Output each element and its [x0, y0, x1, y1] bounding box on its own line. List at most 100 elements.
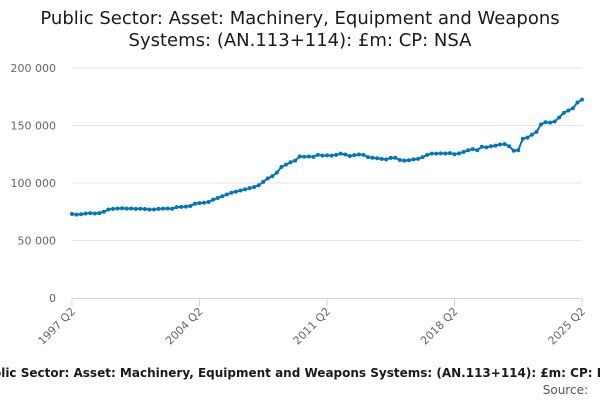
data-point — [511, 148, 516, 153]
data-point — [443, 151, 448, 156]
data-point — [570, 106, 575, 111]
data-point — [575, 100, 580, 105]
data-point — [438, 151, 443, 156]
data-point — [170, 206, 175, 211]
data-point — [580, 97, 584, 102]
data-point — [347, 153, 352, 158]
data-point — [302, 154, 307, 159]
data-point — [329, 153, 334, 158]
data-point — [270, 174, 275, 179]
data-point — [256, 183, 261, 188]
data-point — [156, 206, 161, 211]
data-point — [397, 158, 402, 162]
data-point — [138, 206, 143, 211]
data-point — [466, 148, 471, 153]
data-point — [452, 152, 457, 157]
data-point — [420, 155, 425, 160]
data-point — [142, 206, 147, 211]
data-point — [457, 151, 462, 156]
data-point — [534, 129, 539, 134]
data-point — [311, 154, 316, 159]
data-point — [165, 206, 170, 211]
x-tick-label: 2004 Q2 — [163, 305, 206, 348]
data-point — [543, 120, 548, 125]
data-point — [425, 152, 430, 157]
data-point — [124, 206, 129, 211]
data-point — [192, 201, 197, 206]
data-point — [379, 156, 384, 161]
data-point — [179, 204, 184, 209]
series-points — [70, 97, 584, 217]
data-point — [129, 206, 134, 211]
data-point — [539, 122, 544, 127]
data-point — [161, 206, 166, 211]
x-tick-label: 1997 Q2 — [36, 305, 79, 348]
data-point — [120, 206, 125, 211]
source-label: Source: — [543, 383, 588, 397]
data-point — [265, 176, 270, 181]
y-tick-label: 150 000 — [11, 120, 57, 133]
data-point — [315, 152, 320, 157]
data-point — [97, 211, 102, 216]
data-point — [375, 156, 380, 161]
data-point — [284, 162, 289, 167]
data-point — [416, 156, 421, 161]
x-tick-label: 2011 Q2 — [291, 305, 334, 348]
data-point — [247, 186, 252, 191]
data-point — [393, 155, 398, 160]
data-point — [238, 188, 243, 193]
data-point — [306, 154, 311, 159]
y-axis-labels: 0 50 000 100 000 150 000 200 000 — [11, 62, 57, 305]
data-point — [493, 143, 498, 148]
y-tick-label: 200 000 — [11, 62, 57, 75]
data-point — [206, 199, 211, 204]
data-point — [507, 144, 512, 149]
data-point — [197, 201, 202, 206]
data-point — [74, 212, 79, 217]
x-axis-ticks — [71, 298, 583, 306]
x-axis-labels: 1997 Q2 2004 Q2 2011 Q2 2018 Q2 2025 Q2 — [36, 305, 589, 348]
data-point — [411, 157, 416, 162]
data-point — [211, 197, 216, 202]
data-point — [261, 179, 266, 184]
data-point — [188, 204, 193, 208]
data-point — [498, 142, 503, 147]
data-point — [429, 151, 434, 156]
data-point — [233, 189, 238, 194]
data-point — [174, 205, 179, 210]
data-point — [529, 132, 534, 137]
data-point — [70, 212, 74, 217]
data-point — [147, 207, 152, 212]
data-point — [202, 200, 207, 205]
y-tick-label: 50 000 — [18, 235, 57, 248]
data-point — [334, 152, 339, 157]
data-point — [447, 151, 452, 156]
data-point — [229, 190, 234, 195]
footer-title: Public Sector: Asset: Machinery, Equipme… — [0, 366, 600, 380]
data-point — [288, 160, 293, 165]
data-point — [461, 149, 466, 154]
data-point — [101, 209, 106, 214]
data-point — [325, 153, 329, 158]
data-point — [552, 119, 557, 124]
data-point — [502, 142, 507, 147]
data-point — [370, 155, 375, 160]
data-point — [434, 151, 439, 156]
data-point — [406, 158, 411, 163]
data-point — [557, 115, 562, 120]
x-tick-label: 2025 Q2 — [546, 305, 589, 348]
data-point — [365, 155, 370, 160]
data-point — [297, 154, 302, 159]
x-tick-label: 2018 Q2 — [418, 305, 461, 348]
data-point — [475, 148, 480, 153]
data-point — [110, 206, 115, 211]
data-point — [402, 158, 407, 163]
data-point — [274, 170, 279, 175]
chart-title-line-2: Systems: (AN.113+114): £m: CP: NSA — [129, 30, 473, 51]
data-point — [92, 211, 97, 216]
data-point — [220, 194, 225, 199]
data-point — [566, 108, 571, 113]
data-point — [361, 152, 366, 157]
data-point — [279, 164, 284, 169]
